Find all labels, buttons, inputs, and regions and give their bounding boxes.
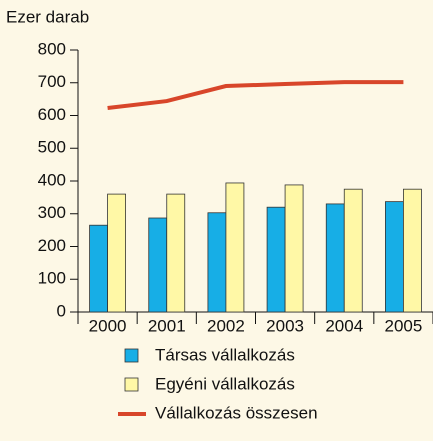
- y-tick-label: 400: [38, 170, 66, 189]
- bar: [107, 193, 126, 313]
- bar: [148, 217, 168, 313]
- legend-swatch: [124, 348, 139, 363]
- y-tick-label: 300: [38, 203, 66, 222]
- y-tick-label: 0: [57, 301, 66, 320]
- legend-label: Vállalkozás összesen: [155, 403, 318, 422]
- bar: [385, 201, 404, 313]
- x-tick-label: 2002: [207, 316, 245, 335]
- x-tick-label: 2005: [385, 316, 423, 335]
- x-tick-label: 2000: [89, 316, 127, 335]
- y-axis-label: Ezer darab: [6, 7, 89, 26]
- x-tick-label: 2003: [266, 316, 304, 335]
- y-tick-label: 100: [38, 269, 66, 288]
- x-tick-label: 2001: [148, 316, 186, 335]
- y-tick-label: 200: [38, 236, 66, 255]
- y-tick-label: 800: [38, 39, 66, 58]
- bar: [403, 188, 422, 313]
- legend-label: Egyéni vállalkozás: [155, 374, 295, 393]
- legend-label: Társas vállalkozás: [155, 345, 295, 364]
- bar: [207, 212, 227, 313]
- bar: [325, 203, 345, 313]
- line: [107, 80, 404, 110]
- bar: [166, 193, 186, 313]
- y-tick-label: 500: [38, 138, 66, 157]
- y-tick-label: 700: [38, 72, 66, 91]
- bar: [266, 206, 286, 313]
- bar: [343, 188, 363, 313]
- x-tick-label: 2004: [325, 316, 363, 335]
- bar: [284, 184, 304, 313]
- bar: [225, 182, 245, 313]
- legend-swatch: [124, 377, 139, 392]
- y-tick-label: 600: [38, 105, 66, 124]
- bar: [89, 224, 108, 313]
